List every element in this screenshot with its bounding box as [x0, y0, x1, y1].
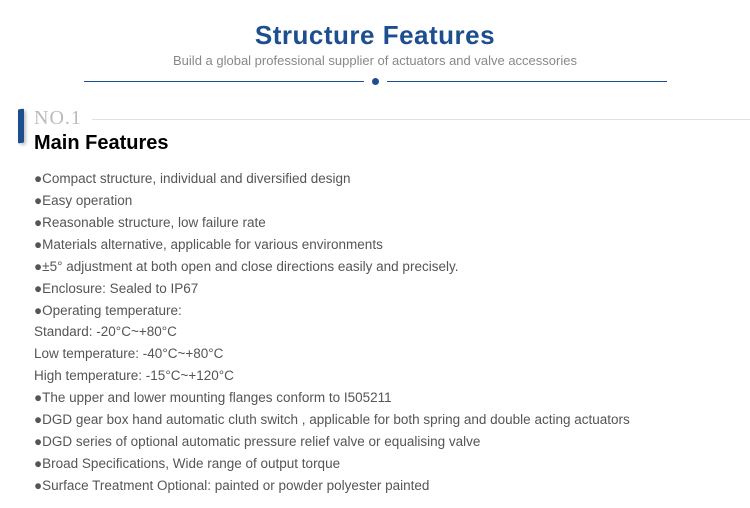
feature-line: ●Compact structure, individual and diver…: [34, 169, 740, 190]
feature-line: ●Easy operation: [34, 191, 740, 212]
feature-line: ●Enclosure: Sealed to IP67: [34, 279, 740, 300]
feature-line: High temperature: -15°C~+120°C: [34, 366, 740, 387]
page-header: Structure Features Build a global profes…: [10, 20, 740, 68]
divider-line-right: [387, 81, 667, 83]
feature-line: ●DGD gear box hand automatic cluth switc…: [34, 410, 740, 431]
section-accent-bar-icon: [18, 109, 24, 144]
feature-line: ●Materials alternative, applicable for v…: [34, 235, 740, 256]
feature-line: ●DGD series of optional automatic pressu…: [34, 432, 740, 453]
page-subtitle: Build a global professional supplier of …: [10, 53, 740, 68]
page-title: Structure Features: [10, 20, 740, 51]
feature-line: ●Surface Treatment Optional: painted or …: [34, 476, 740, 497]
divider-dot-icon: [372, 78, 379, 85]
section-main-features: NO.1 Main Features ●Compact structure, i…: [10, 107, 740, 497]
feature-list: ●Compact structure, individual and diver…: [34, 169, 740, 497]
feature-line: Low temperature: -40°C~+80°C: [34, 344, 740, 365]
divider: [10, 78, 740, 85]
section-number-label: NO.1: [34, 107, 740, 130]
feature-line: ●Operating temperature:: [34, 301, 740, 322]
feature-line: Standard: -20°C~+80°C: [34, 322, 740, 343]
feature-line: ●The upper and lower mounting flanges co…: [34, 388, 740, 409]
divider-line-left: [84, 81, 364, 83]
feature-line: ●±5° adjustment at both open and close d…: [34, 257, 740, 278]
feature-line: ●Reasonable structure, low failure rate: [34, 213, 740, 234]
feature-line: ●Broad Specifications, Wide range of out…: [34, 454, 740, 475]
section-title: Main Features: [34, 132, 740, 155]
